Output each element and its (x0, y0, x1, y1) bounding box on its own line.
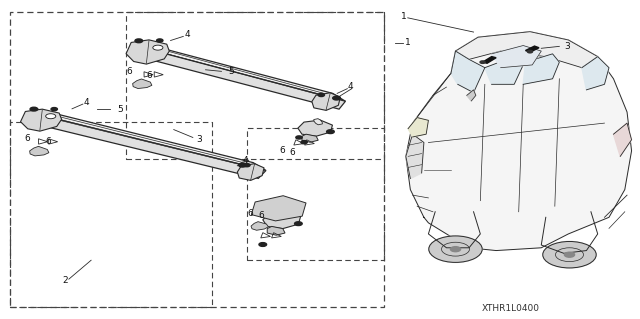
Text: 4: 4 (185, 30, 191, 39)
Circle shape (259, 243, 267, 246)
Polygon shape (302, 134, 318, 142)
Polygon shape (582, 56, 609, 90)
Polygon shape (406, 32, 632, 250)
Circle shape (294, 222, 302, 226)
Polygon shape (29, 146, 49, 156)
Text: 2: 2 (507, 55, 513, 64)
Polygon shape (142, 43, 346, 101)
Circle shape (527, 50, 532, 53)
Text: 6: 6 (45, 137, 51, 146)
Polygon shape (408, 118, 428, 137)
Bar (10, 11, 383, 308)
Bar (247, 128, 383, 260)
Polygon shape (132, 79, 152, 88)
Text: 4: 4 (348, 82, 353, 91)
Polygon shape (485, 56, 524, 84)
Text: 3: 3 (564, 42, 570, 51)
Text: 5: 5 (228, 67, 234, 76)
Polygon shape (314, 119, 323, 125)
Circle shape (153, 45, 163, 50)
Circle shape (318, 93, 324, 97)
Polygon shape (406, 134, 424, 179)
Polygon shape (20, 109, 61, 131)
Polygon shape (312, 93, 340, 110)
Bar (10, 122, 212, 308)
Circle shape (239, 163, 246, 167)
Circle shape (157, 39, 163, 42)
Polygon shape (451, 51, 485, 93)
Circle shape (333, 96, 340, 100)
Text: 1: 1 (401, 12, 407, 21)
Bar (126, 11, 383, 160)
Text: 3: 3 (196, 135, 202, 144)
Polygon shape (298, 120, 332, 136)
Text: 1: 1 (405, 38, 411, 47)
Text: 6: 6 (279, 145, 285, 154)
Polygon shape (37, 109, 266, 171)
Text: 6: 6 (126, 68, 132, 77)
Text: XTHR1L0400: XTHR1L0400 (482, 304, 540, 313)
Text: 6: 6 (25, 134, 30, 143)
Polygon shape (42, 117, 266, 178)
Circle shape (51, 108, 58, 111)
Polygon shape (252, 196, 306, 221)
Circle shape (45, 114, 56, 119)
Polygon shape (251, 222, 268, 230)
Text: 2: 2 (63, 276, 68, 285)
Polygon shape (614, 123, 632, 156)
Polygon shape (263, 211, 301, 229)
Circle shape (135, 39, 143, 43)
Text: 6: 6 (147, 71, 152, 80)
Polygon shape (456, 32, 598, 68)
Circle shape (296, 136, 302, 139)
Polygon shape (268, 226, 285, 235)
Circle shape (301, 141, 307, 144)
Text: 4: 4 (84, 98, 90, 107)
Polygon shape (524, 54, 559, 84)
Polygon shape (492, 46, 541, 68)
Polygon shape (126, 40, 170, 64)
Circle shape (429, 236, 482, 263)
Circle shape (326, 130, 334, 134)
Text: 6: 6 (247, 209, 253, 218)
Circle shape (543, 241, 596, 268)
Circle shape (244, 164, 250, 167)
Polygon shape (467, 90, 476, 101)
Polygon shape (483, 56, 496, 63)
Text: 5: 5 (117, 105, 123, 114)
Text: 6: 6 (290, 148, 296, 157)
Polygon shape (237, 164, 264, 181)
Circle shape (564, 252, 575, 257)
Circle shape (480, 61, 485, 63)
Polygon shape (147, 51, 346, 109)
Polygon shape (525, 46, 539, 52)
Circle shape (30, 107, 38, 111)
Text: 4: 4 (242, 156, 248, 165)
Circle shape (451, 247, 461, 252)
Text: 6: 6 (259, 211, 264, 220)
